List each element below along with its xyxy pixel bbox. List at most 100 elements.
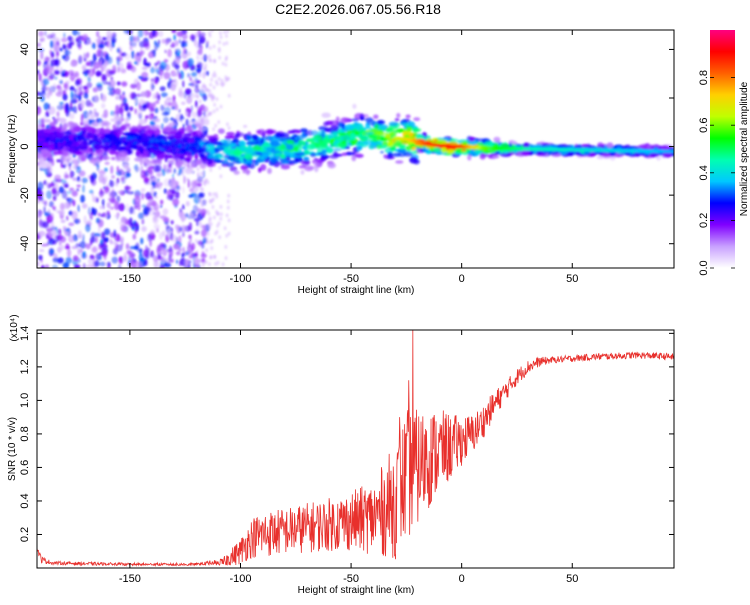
noise-blob <box>143 177 150 184</box>
noise-blob <box>140 237 144 245</box>
noise-blob <box>50 212 54 221</box>
noise-blob <box>198 99 202 104</box>
ridge-blob <box>205 144 216 148</box>
noise-blob <box>97 212 102 217</box>
ridge-blob <box>93 137 103 144</box>
noise-blob <box>100 213 103 218</box>
noise-blob <box>121 81 128 87</box>
noise-blob <box>217 46 221 51</box>
noise-blob <box>227 193 231 198</box>
noise-blob <box>87 220 92 224</box>
noise-blob <box>210 77 213 82</box>
ridge-blob <box>280 132 290 139</box>
ridge-blob <box>214 147 220 153</box>
ridge-blob <box>89 147 94 151</box>
ridge-blob <box>61 148 68 154</box>
noise-blob <box>170 227 174 233</box>
ridge-blob <box>72 135 82 142</box>
noise-blob <box>41 84 47 93</box>
noise-blob <box>46 66 54 75</box>
noise-blob <box>166 168 170 174</box>
noise-blob <box>146 102 153 110</box>
noise-blob <box>73 264 81 268</box>
noise-blob <box>76 176 81 182</box>
noise-blob <box>52 257 59 263</box>
ridge-blob <box>103 122 108 126</box>
noise-blob <box>118 94 122 101</box>
noise-blob <box>129 92 135 100</box>
noise-blob <box>195 93 199 98</box>
noise-blob <box>227 218 231 223</box>
snr-y-ticks: 0.2 0.4 0.6 0.8 1.0 1.2 1.4 <box>19 326 674 542</box>
ridge-blob <box>596 155 604 160</box>
noise-blob <box>99 121 102 127</box>
noise-blob <box>116 177 120 184</box>
noise-blob <box>214 261 218 266</box>
ridge-blob <box>366 119 376 126</box>
noise-blob <box>136 223 139 232</box>
ridge-blob <box>341 123 346 130</box>
noise-blob <box>219 212 223 217</box>
noise-blob <box>189 212 195 220</box>
ridge-blob <box>222 138 232 145</box>
noise-blob <box>37 211 41 217</box>
noise-blob <box>40 51 44 60</box>
ridge-blob <box>164 154 173 159</box>
ridge-blob <box>332 148 342 152</box>
noise-blob <box>111 175 115 179</box>
noise-blob <box>46 110 49 116</box>
noise-blob <box>208 33 212 38</box>
noise-blob <box>63 32 66 38</box>
noise-blob <box>49 249 54 255</box>
noise-blob <box>79 90 84 95</box>
ridge-blob <box>491 155 500 159</box>
noise-blob <box>126 250 132 255</box>
noise-blob <box>143 249 149 258</box>
noise-blob <box>82 110 89 119</box>
ridge-blob <box>115 157 123 162</box>
noise-blob <box>113 110 118 115</box>
noise-blob <box>108 79 116 88</box>
noise-blob <box>205 236 209 241</box>
ridge-blob <box>422 145 427 152</box>
noise-blob <box>95 70 102 77</box>
ridge-blob <box>75 147 79 152</box>
noise-blob <box>150 250 154 258</box>
noise-blob <box>128 206 135 215</box>
ridge-blob <box>179 141 184 144</box>
ridge-blob <box>350 139 356 146</box>
noise-blob <box>189 187 194 193</box>
noise-blob <box>37 59 41 67</box>
noise-blob <box>199 179 203 184</box>
noise-blob <box>224 256 228 261</box>
noise-blob <box>190 104 193 114</box>
ridge-blob <box>406 144 413 150</box>
ridge-blob <box>405 125 413 129</box>
noise-blob <box>46 242 50 246</box>
ridge-blob <box>90 133 94 140</box>
noise-blob <box>162 249 168 257</box>
noise-blob <box>173 168 177 174</box>
noise-blob <box>52 240 57 245</box>
noise-blob <box>44 61 48 65</box>
ridge-blob <box>309 152 317 158</box>
noise-blob <box>159 86 166 92</box>
noise-blob <box>150 78 154 82</box>
snr-frame <box>36 329 675 569</box>
noise-blob <box>153 191 157 198</box>
ridge-blob <box>134 157 144 162</box>
noise-blob <box>195 250 199 255</box>
noise-blob <box>224 244 228 249</box>
noise-blob <box>227 76 231 81</box>
noise-blob <box>74 71 79 78</box>
noise-blob <box>67 35 73 42</box>
ridge-blob <box>80 127 85 131</box>
noise-blob <box>61 190 68 199</box>
noise-blob <box>195 206 199 211</box>
ridge-blob <box>187 124 192 132</box>
noise-blob <box>157 70 165 76</box>
noise-blob <box>83 215 87 224</box>
ridge-blob <box>158 158 162 166</box>
ridge-blob <box>102 128 112 134</box>
noise-blob <box>194 238 198 243</box>
